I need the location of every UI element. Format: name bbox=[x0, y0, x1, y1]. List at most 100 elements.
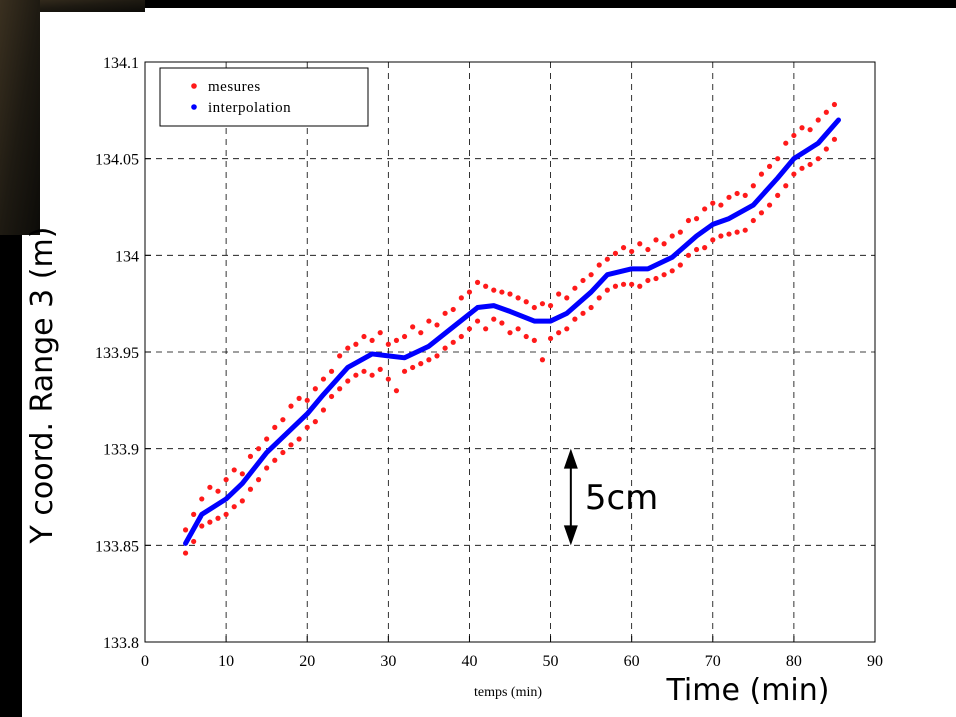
y-tick-label: 133.9 bbox=[103, 442, 139, 459]
y-tick-label: 134.1 bbox=[103, 55, 139, 72]
point bbox=[653, 237, 659, 243]
point bbox=[750, 217, 756, 224]
point bbox=[369, 337, 375, 343]
point bbox=[320, 407, 327, 413]
y-tick-label: 133.85 bbox=[95, 538, 139, 555]
point bbox=[742, 192, 748, 198]
point bbox=[199, 523, 205, 529]
point bbox=[401, 368, 408, 374]
point bbox=[207, 484, 213, 490]
point bbox=[726, 194, 732, 200]
legend-label: mesures bbox=[208, 79, 261, 95]
point bbox=[588, 304, 594, 311]
point bbox=[637, 283, 643, 289]
legend: mesures interpolation bbox=[159, 67, 369, 127]
point bbox=[353, 341, 359, 347]
point bbox=[223, 511, 229, 517]
point bbox=[280, 417, 286, 423]
point bbox=[515, 295, 521, 301]
y-tick-label: 133.8 bbox=[103, 635, 139, 652]
point bbox=[418, 361, 424, 367]
point bbox=[312, 386, 318, 392]
point bbox=[320, 376, 327, 382]
point bbox=[434, 322, 440, 328]
x-tick-label: 70 bbox=[705, 653, 721, 670]
point bbox=[620, 281, 627, 287]
marks: 5cm bbox=[182, 101, 841, 556]
y-tick-label: 134 bbox=[115, 248, 139, 265]
point bbox=[296, 395, 302, 401]
point bbox=[272, 457, 278, 463]
point bbox=[523, 333, 529, 340]
point bbox=[677, 229, 683, 235]
point bbox=[280, 449, 286, 456]
point bbox=[523, 299, 529, 305]
point bbox=[385, 341, 391, 347]
point bbox=[239, 498, 245, 504]
interpolation-line bbox=[183, 117, 841, 546]
point bbox=[799, 165, 805, 171]
x-tick-label: 10 bbox=[218, 653, 234, 670]
point bbox=[296, 436, 302, 442]
legend-marker bbox=[191, 83, 197, 89]
point bbox=[702, 245, 708, 251]
point bbox=[337, 353, 343, 359]
point bbox=[669, 233, 675, 239]
point bbox=[612, 283, 619, 289]
point bbox=[450, 306, 456, 313]
point bbox=[629, 248, 635, 255]
point bbox=[531, 337, 537, 343]
point bbox=[353, 372, 359, 378]
point bbox=[693, 246, 700, 253]
point bbox=[288, 403, 294, 409]
point bbox=[750, 183, 756, 189]
point bbox=[328, 368, 335, 374]
point bbox=[766, 163, 773, 169]
point bbox=[620, 245, 627, 251]
point bbox=[807, 127, 813, 133]
point bbox=[401, 333, 408, 340]
x-label-overlay: Time (min) bbox=[666, 673, 830, 708]
point bbox=[483, 326, 489, 332]
point bbox=[255, 477, 262, 483]
point bbox=[539, 357, 546, 363]
point bbox=[758, 210, 765, 216]
point bbox=[458, 333, 464, 340]
point bbox=[369, 372, 375, 378]
point bbox=[223, 477, 229, 483]
point bbox=[645, 246, 651, 253]
point bbox=[612, 250, 619, 256]
point bbox=[791, 132, 797, 139]
point bbox=[345, 345, 351, 351]
point bbox=[677, 262, 683, 268]
point bbox=[588, 272, 594, 278]
point bbox=[685, 217, 692, 224]
point bbox=[466, 326, 473, 332]
point bbox=[766, 202, 773, 208]
point bbox=[718, 202, 724, 208]
point bbox=[685, 252, 692, 258]
point bbox=[377, 330, 383, 336]
point bbox=[483, 283, 489, 289]
x-tick-label: 80 bbox=[786, 653, 802, 670]
point bbox=[564, 326, 570, 332]
point bbox=[182, 527, 189, 533]
point bbox=[474, 279, 481, 285]
point bbox=[442, 345, 448, 351]
point bbox=[531, 304, 537, 311]
point bbox=[466, 289, 473, 295]
point bbox=[499, 320, 505, 326]
point bbox=[304, 424, 310, 430]
point bbox=[272, 424, 278, 430]
x-tick-label: 40 bbox=[461, 653, 477, 670]
point bbox=[458, 295, 464, 301]
point bbox=[264, 436, 270, 442]
point bbox=[637, 241, 643, 247]
point bbox=[831, 136, 838, 142]
point bbox=[556, 291, 562, 297]
point bbox=[661, 272, 667, 278]
legend-marker bbox=[191, 104, 197, 110]
point bbox=[629, 281, 635, 287]
x-label: temps (min) bbox=[474, 685, 542, 700]
